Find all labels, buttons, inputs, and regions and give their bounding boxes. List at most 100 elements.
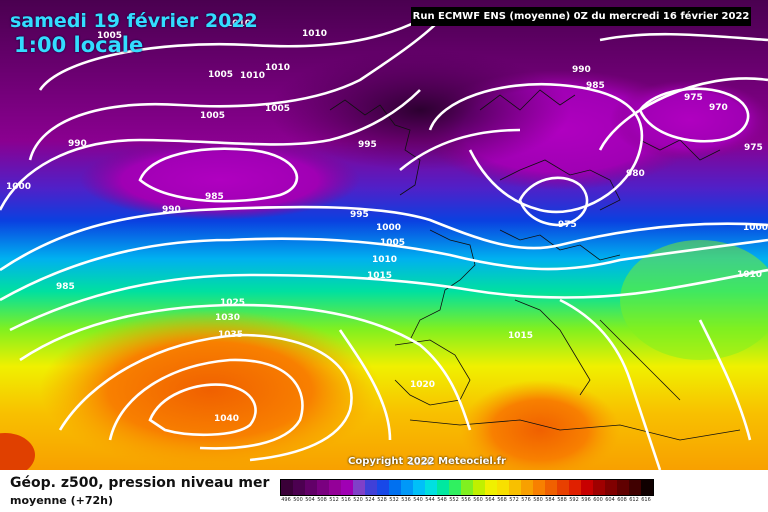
color-scale-label: 520: [353, 497, 363, 503]
isobar-label: 1030: [215, 313, 240, 323]
color-scale-swatch: [545, 480, 557, 495]
isobars: [0, 18, 768, 470]
isobar-label: 1010: [226, 19, 251, 29]
legend-subtitle: moyenne (+72h): [10, 494, 114, 507]
color-scale-swatch: [473, 480, 485, 495]
isobar-label: 1005: [265, 104, 290, 114]
isobar-label: 1010: [265, 63, 290, 73]
color-scale-label: 580: [533, 497, 543, 503]
color-scale-label: 516: [341, 497, 351, 503]
color-scale-label: 544: [425, 497, 435, 503]
color-scale-swatch: [629, 480, 641, 495]
color-scale-swatch: [533, 480, 545, 495]
color-scale-swatch: [605, 480, 617, 495]
weather-map: 1010 1005 1010 1010 1005 1010 1005 1005 …: [0, 0, 768, 470]
color-scale-swatch: [305, 480, 317, 495]
color-scale-swatch: [581, 480, 593, 495]
color-scale-swatch: [329, 480, 341, 495]
isobar-label: 1005: [97, 31, 122, 41]
color-scale-swatch: [437, 480, 449, 495]
color-scale-swatch: [569, 480, 581, 495]
color-scale-label: 612: [629, 497, 639, 503]
isobar-label: 995: [358, 140, 377, 150]
color-scale-swatch: [413, 480, 425, 495]
color-scale-bar: [280, 479, 654, 496]
color-scale-label: 548: [437, 497, 447, 503]
color-scale-labels: 496 500 504 508 512 516 520 524 528 532 536 540 544 5…: [280, 497, 652, 503]
isobar-label: 1025: [220, 298, 245, 308]
red-corner-region: [0, 433, 35, 470]
isobar-label: 980: [626, 169, 645, 179]
color-scale-swatch: [485, 480, 497, 495]
isobar-label: 1015: [508, 331, 533, 341]
color-scale-label: 524: [365, 497, 375, 503]
isobar-label: 1000: [743, 223, 768, 233]
isobar-label: 1000: [6, 182, 31, 192]
color-scale-swatch: [557, 480, 569, 495]
isobar-label: 990: [68, 139, 87, 149]
color-scale-swatch: [365, 480, 377, 495]
high-pressure-area-azores: [40, 310, 380, 470]
color-scale-swatch: [617, 480, 629, 495]
isobar-label: 975: [684, 93, 703, 103]
isobar-label: 1000: [376, 223, 401, 233]
isobar-label: 1020: [410, 380, 435, 390]
color-scale-label: 552: [449, 497, 459, 503]
color-scale-label: 496: [281, 497, 291, 503]
color-scale-label: 576: [521, 497, 531, 503]
color-scale-label: 608: [617, 497, 627, 503]
isobar-label: 1005: [208, 70, 233, 80]
isobar-label: 970: [709, 103, 728, 113]
isobar-label: 1015: [367, 271, 392, 281]
isobar-label: 1020: [408, 458, 433, 468]
color-scale-swatch: [341, 480, 353, 495]
color-scale-swatch: [293, 480, 305, 495]
isobar-label: 1010: [302, 29, 327, 39]
coastlines: [329, 89, 741, 441]
isobar-label: 995: [350, 210, 369, 220]
local-time-label: 1:00 locale: [14, 33, 144, 57]
color-scale-swatch: [401, 480, 413, 495]
color-scale-swatch: [497, 480, 509, 495]
color-scale-swatch: [449, 480, 461, 495]
dark-low-region: [270, 50, 570, 170]
color-scale-swatch: [377, 480, 389, 495]
isobar-label: 1010: [240, 71, 265, 81]
isobar-label: 1040: [214, 414, 239, 424]
isobar-label: 985: [205, 192, 224, 202]
isobar-label: 1035: [218, 330, 243, 340]
color-scale-swatch: [461, 480, 473, 495]
color-scale-label: 588: [557, 497, 567, 503]
color-scale-label: 604: [605, 497, 615, 503]
color-scale-label: 600: [593, 497, 603, 503]
color-scale-swatch: [593, 480, 605, 495]
color-scale-swatch: [425, 480, 437, 495]
color-scale-label: 528: [377, 497, 387, 503]
isobar-label: 1010: [737, 270, 762, 280]
forecast-date-title: samedi 19 février 2022: [10, 10, 258, 32]
legend-footer: Géop. z500, pression niveau mer moyenne …: [0, 470, 768, 512]
map-canvas: 1010 1005 1010 1010 1005 1010 1005 1005 …: [0, 0, 768, 470]
green-region-east: [620, 240, 768, 360]
isobar-label: 985: [56, 282, 75, 292]
isobar-labels: 1010 1005 1010 1010 1005 1010 1005 1005 …: [6, 19, 768, 468]
color-scale-swatch: [521, 480, 533, 495]
isobar-label: 975: [558, 220, 577, 230]
low-pressure-area-west: [80, 140, 360, 220]
color-scale-label: 568: [497, 497, 507, 503]
isobar-label: 985: [586, 81, 605, 91]
copyright-notice: Copyright 2022 Meteociel.fr: [348, 456, 506, 467]
color-scale-swatch: [353, 480, 365, 495]
isobar-label: 1010: [372, 255, 397, 265]
color-scale-label: 556: [461, 497, 471, 503]
legend-title: Géop. z500, pression niveau mer: [10, 475, 270, 491]
color-scale-label: 592: [569, 497, 579, 503]
color-scale-label: 504: [305, 497, 315, 503]
model-run-info: Run ECMWF ENS (moyenne) 0Z du mercredi 1…: [411, 7, 751, 26]
color-scale-label: 572: [509, 497, 519, 503]
color-scale-label: 596: [581, 497, 591, 503]
color-scale-swatch: [281, 480, 293, 495]
color-scale-label: 512: [329, 497, 339, 503]
color-scale-swatch: [389, 480, 401, 495]
color-scale-label: 616: [641, 497, 651, 503]
